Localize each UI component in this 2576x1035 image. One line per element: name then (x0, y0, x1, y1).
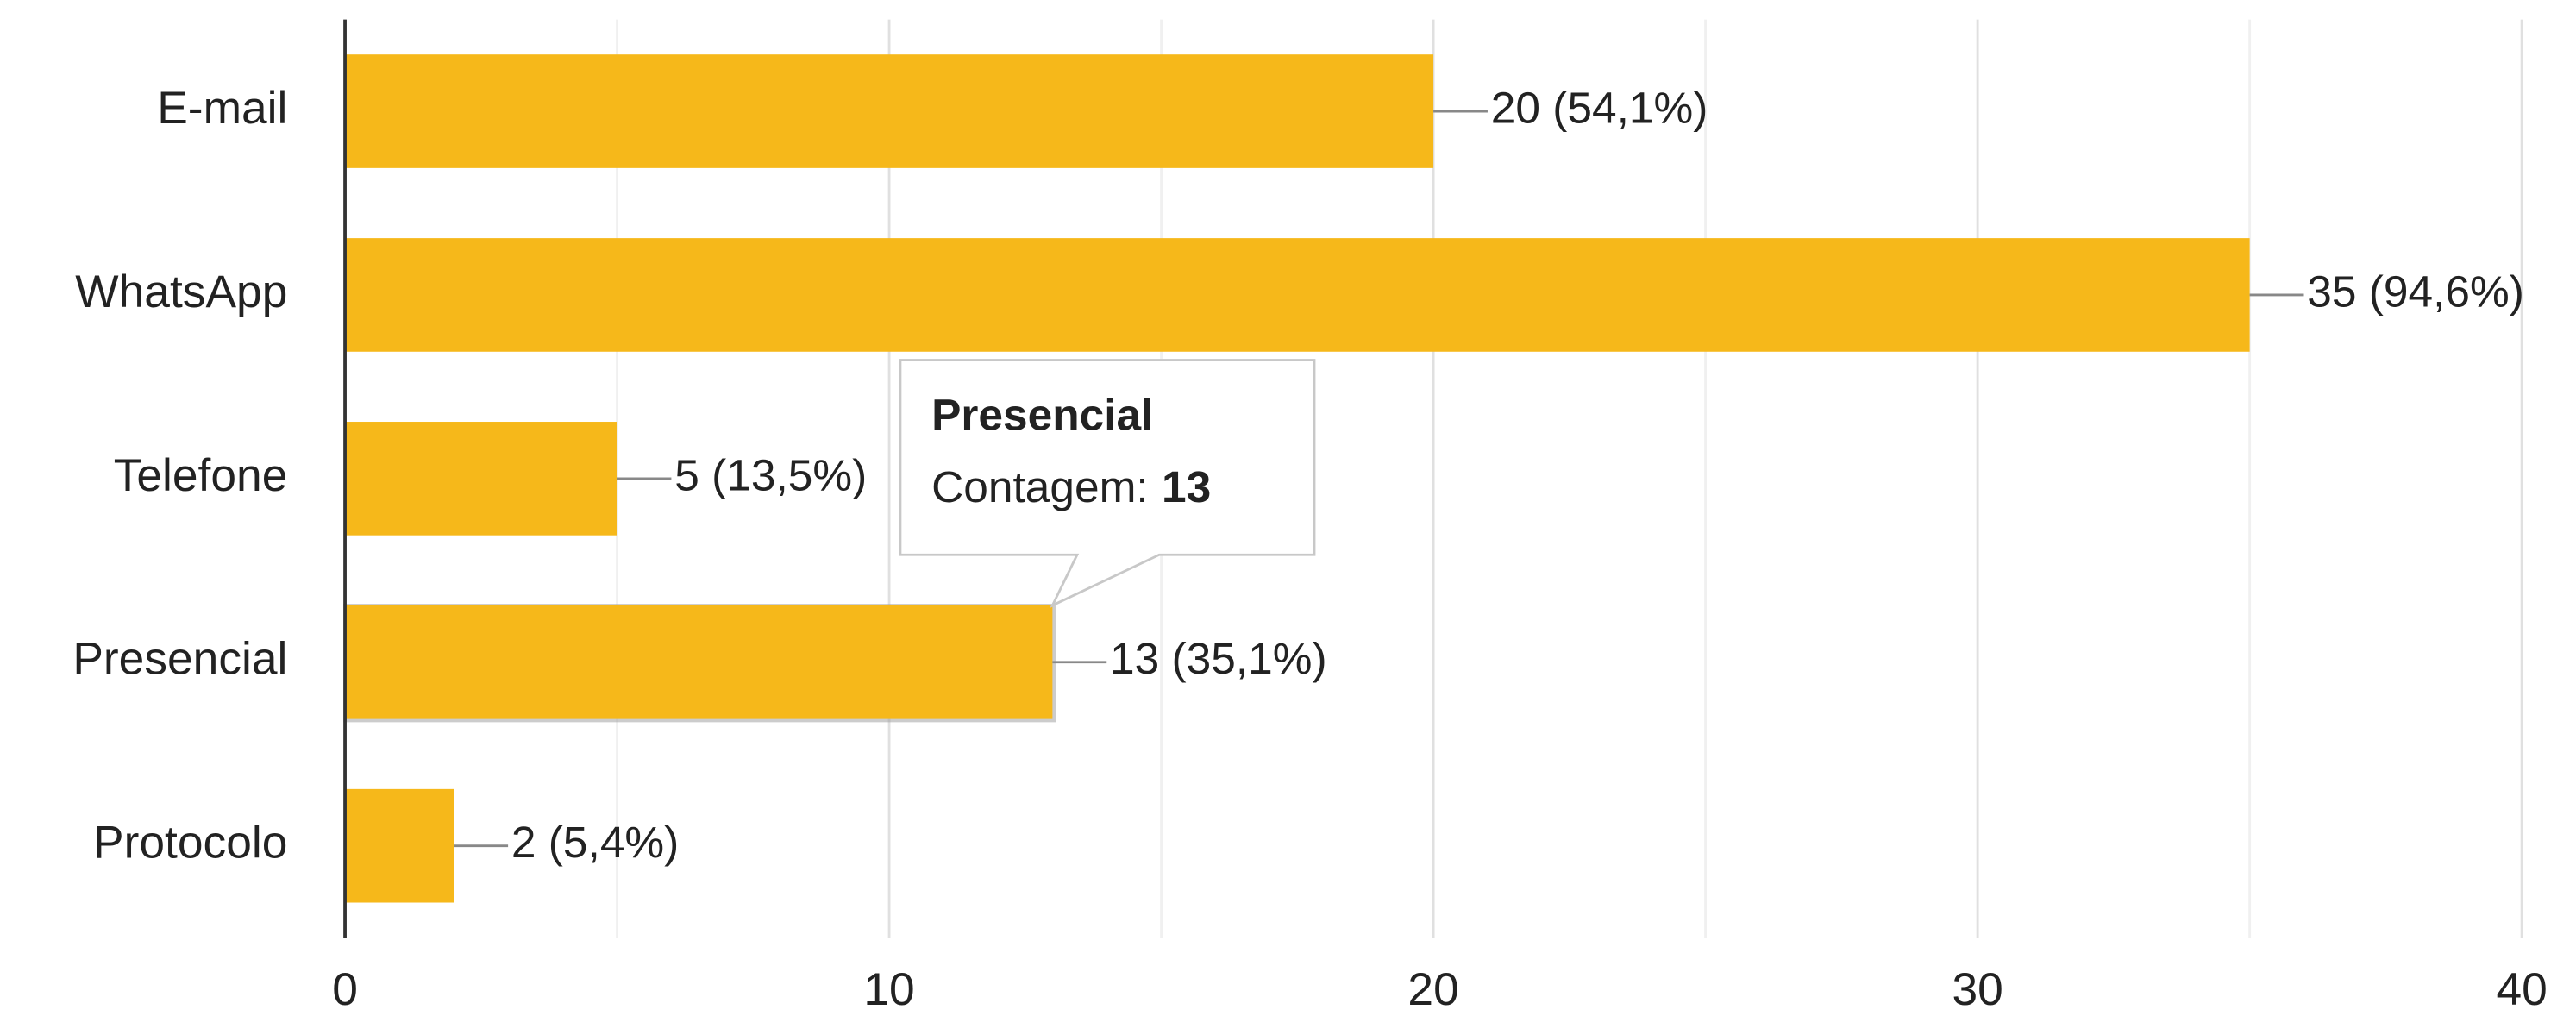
tooltip-title: Presencial (931, 391, 1153, 440)
value-label: 2 (5,4%) (511, 818, 679, 867)
tooltip-text: Contagem: 13 (931, 462, 1211, 511)
x-tick-label: 20 (1407, 964, 1458, 1015)
tooltip-value: 13 (1162, 462, 1211, 511)
bar (345, 605, 1053, 719)
tooltip-label: Contagem: (931, 462, 1149, 511)
value-label: 13 (35,1%) (1110, 634, 1327, 683)
y-tick-label: WhatsApp (75, 267, 287, 317)
x-tick-label: 0 (332, 964, 358, 1015)
bar (345, 422, 617, 536)
bar (345, 238, 2250, 352)
value-label: 20 (54,1%) (1491, 84, 1708, 133)
bar (345, 54, 1434, 168)
value-label: 35 (94,6%) (2307, 267, 2524, 317)
x-tick-label: 40 (2496, 964, 2547, 1015)
y-tick-label: Telefone (114, 450, 288, 501)
y-tick-label: Protocolo (93, 818, 287, 869)
y-tick-label: E-mail (157, 83, 287, 134)
y-tick-label: Presencial (72, 634, 287, 685)
tooltip: Presencial Contagem: 13 (899, 359, 1316, 608)
value-label: 5 (13,5%) (674, 451, 867, 500)
tooltip-box (899, 359, 1316, 608)
bar (345, 788, 454, 903)
x-tick-label: 30 (1952, 964, 2003, 1015)
x-tick-label: 10 (863, 964, 914, 1015)
